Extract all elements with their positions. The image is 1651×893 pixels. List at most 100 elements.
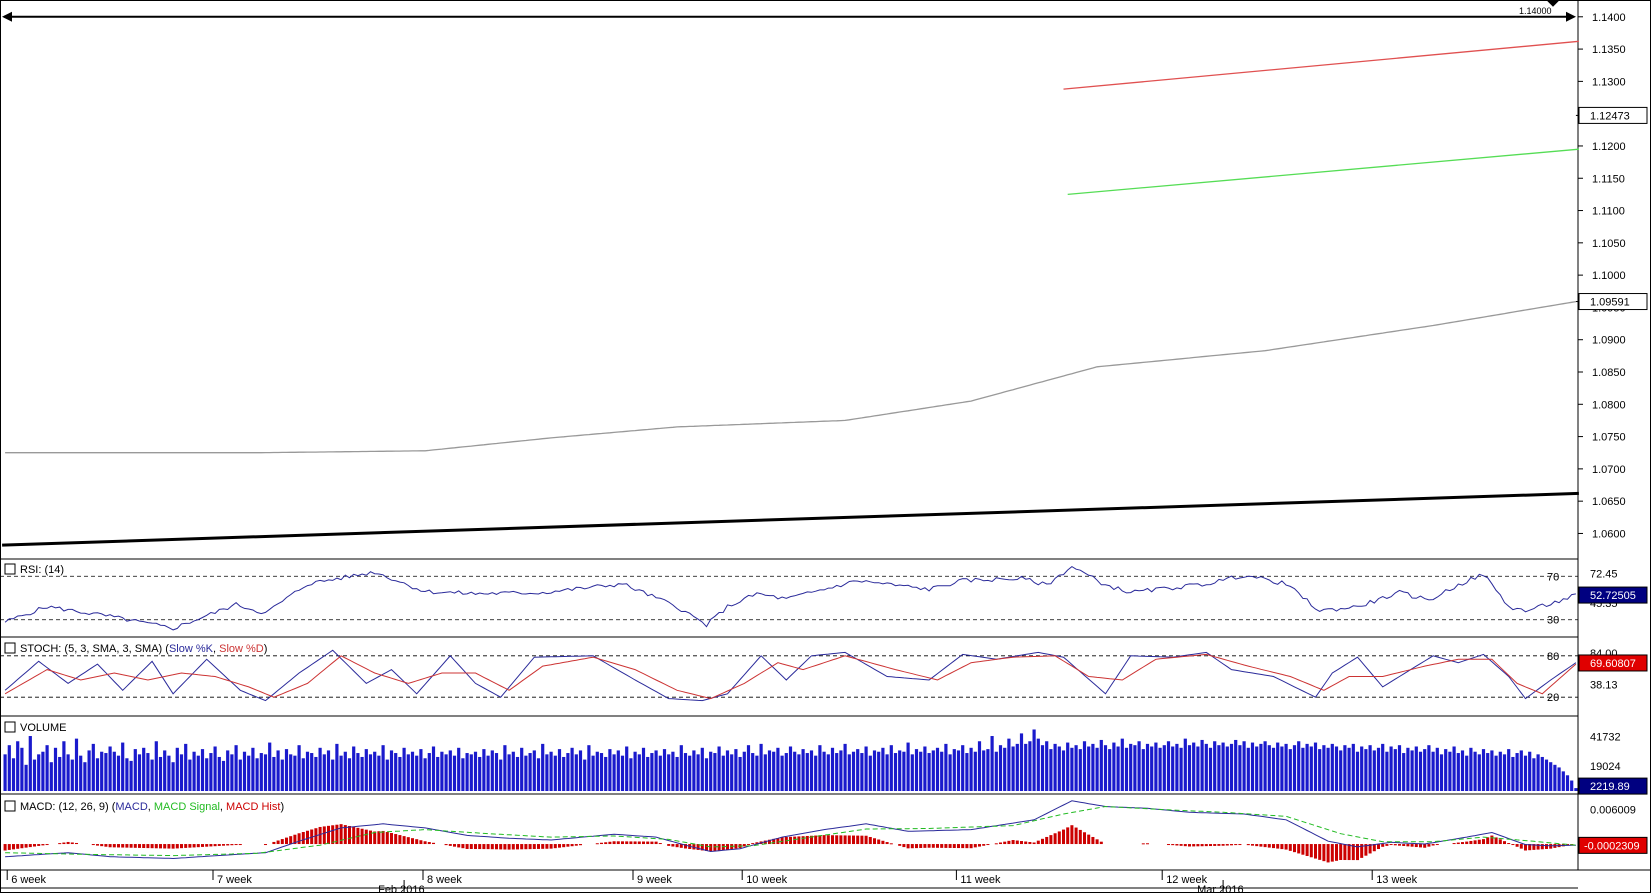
volume-bar (1007, 738, 1011, 791)
macd-hist-bar (1246, 844, 1250, 846)
volume-bar (179, 754, 184, 791)
volume-bar (1066, 742, 1070, 791)
volume-bar (192, 751, 196, 791)
macd-hist-bar (398, 835, 402, 845)
rsi-header: RSI: (14) (4, 563, 64, 576)
macd-hist-bar (1309, 844, 1313, 858)
macd-hist-bar (24, 844, 28, 848)
macd-hist-bar (1490, 835, 1494, 845)
macd-hist-bar (452, 844, 457, 847)
macd-hist-bar (914, 844, 919, 849)
volume-bar (562, 756, 566, 791)
macd-close-icon[interactable] (4, 800, 16, 812)
macd-hist-bar (1024, 841, 1028, 845)
macd-hist-bar (696, 844, 700, 850)
macd-hist-bar (1368, 844, 1372, 854)
macd-hist-bar (746, 844, 751, 846)
macd-hist-bar (1402, 844, 1406, 846)
macd-hist-bar (528, 844, 532, 850)
volume-bar (1334, 746, 1339, 791)
volume-bar (1036, 738, 1040, 791)
volume-bar (742, 751, 746, 791)
arrow-left-icon (2, 11, 12, 22)
macd-hist-bar (1393, 844, 1397, 846)
macd-hist-bar (541, 844, 545, 849)
macd-hist-bar (301, 832, 305, 845)
macd-hist-bar (221, 844, 226, 846)
volume-bar (1439, 754, 1444, 791)
volume-bar (16, 741, 20, 791)
volume-bar (1137, 741, 1141, 791)
week-label: 10 week (746, 874, 787, 886)
volume-close-icon[interactable] (4, 721, 16, 733)
volume-bar (671, 751, 675, 791)
volume-bar (612, 754, 616, 791)
macd-hist-bar (1204, 844, 1208, 847)
volume-bar (1444, 749, 1448, 791)
volume-bar (1343, 745, 1347, 791)
macd-hist-bar (507, 844, 511, 850)
volume-bar (28, 736, 32, 791)
volume-bar (1267, 745, 1271, 791)
price-tick-label: 1.0650 (1592, 496, 1626, 508)
macd-hist-bar (419, 840, 423, 845)
macd-hist-bar (843, 835, 847, 845)
volume-bar (826, 754, 830, 791)
volume-bar (1225, 746, 1229, 791)
macd-hist-bar (368, 830, 373, 845)
macd-hist-bar (1141, 843, 1145, 845)
macd-hist-bar (58, 843, 62, 845)
price-tick-label: 1.1300 (1592, 76, 1626, 88)
volume-bar (53, 747, 58, 791)
macd-value-label: -0.0002309 (1584, 840, 1640, 852)
macd-hist-bar (608, 841, 612, 845)
macd-hist-bar (297, 833, 301, 845)
macd-hist-bar (927, 844, 931, 848)
volume-bar (1019, 733, 1024, 791)
volume-bar (360, 756, 364, 791)
volume-bar (608, 749, 612, 791)
stoch-close-icon[interactable] (4, 642, 16, 654)
volume-bar (37, 754, 41, 791)
macd-hist-bar (465, 844, 469, 849)
volume-bar (436, 756, 440, 791)
volume-bar (734, 749, 738, 791)
volume-bar (1309, 746, 1313, 791)
month-label: Mar 2016 (1197, 884, 1243, 893)
volume-bar (616, 750, 620, 791)
volume-bar (646, 756, 650, 791)
macd-hist-bar (1347, 844, 1351, 861)
macd-hist-bar (536, 844, 541, 849)
week-label: 12 week (1166, 874, 1207, 886)
macd-hist-bar (1452, 843, 1456, 845)
volume-bar (1011, 746, 1015, 791)
macd-hist-bar (549, 844, 553, 849)
volume-bar (650, 753, 654, 791)
volume-bar (1536, 754, 1540, 791)
macd-hist-bar (91, 844, 95, 846)
volume-bar (692, 750, 696, 791)
macd-legend-hist: MACD Hist (226, 801, 280, 813)
macd-hist-bar (415, 839, 419, 845)
volume-bar (776, 747, 780, 791)
macd-hist-bar (637, 841, 641, 845)
macd-hist-bar (713, 844, 717, 851)
volume-bar (1158, 747, 1162, 791)
volume-bar (654, 750, 658, 791)
macd-hist-bar (1456, 842, 1460, 845)
volume-bar (427, 753, 431, 791)
stoch-legend-d: Slow %D (219, 643, 264, 655)
macd-hist-bar (196, 844, 200, 848)
last-price-label: 1.12473 (1590, 110, 1630, 122)
stoch-header: STOCH: (5, 3, SMA, 3, SMA) (Slow %K, Slo… (4, 642, 267, 655)
sma-value-box (1578, 293, 1648, 311)
macd-hist-bar (280, 839, 284, 845)
macd-hist-bar (238, 844, 242, 846)
arrow-right-icon (1566, 11, 1576, 22)
macd-hist-bar (16, 844, 20, 849)
rsi-axis-label: 72.45 (1590, 569, 1618, 581)
macd-hist-bar (881, 840, 885, 845)
macd-hist-bar (763, 840, 767, 845)
macd-hist-bar (226, 844, 230, 846)
rsi-close-icon[interactable] (4, 563, 16, 575)
